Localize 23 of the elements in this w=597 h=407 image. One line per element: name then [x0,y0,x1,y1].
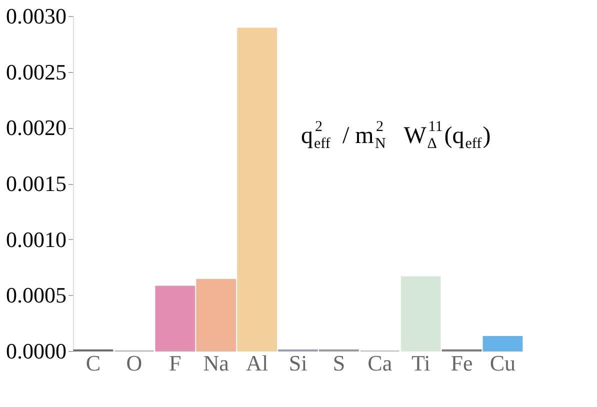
y-tick-label: 0.0010 [6,226,66,252]
bar [400,276,441,352]
x-tick-label: Ca [368,350,392,376]
y-tick-label: 0.0025 [6,59,66,84]
bar [155,286,196,352]
y-tick-label: 0.0000 [6,338,66,364]
x-tick-label: O [126,350,142,376]
x-tick-label: S [332,350,346,376]
x-tick-label: Si [288,350,308,376]
y-tick-label: 0.0015 [6,171,66,196]
x-tick-label: Al [246,350,268,376]
x-tick-label: Cu [490,350,516,376]
x-tick-label: F [169,350,182,376]
x-tick-label: Ti [411,350,430,376]
x-tick-label: Fe [450,350,473,376]
bar [237,28,278,352]
x-tick-label: Na [203,350,230,376]
y-tick-label: 0.0030 [6,4,66,28]
x-tick-label: C [86,350,101,376]
y-tick-label: 0.0020 [6,115,66,140]
y-tick-label: 0.0005 [6,282,66,308]
bar [482,336,523,352]
bar [196,279,236,352]
